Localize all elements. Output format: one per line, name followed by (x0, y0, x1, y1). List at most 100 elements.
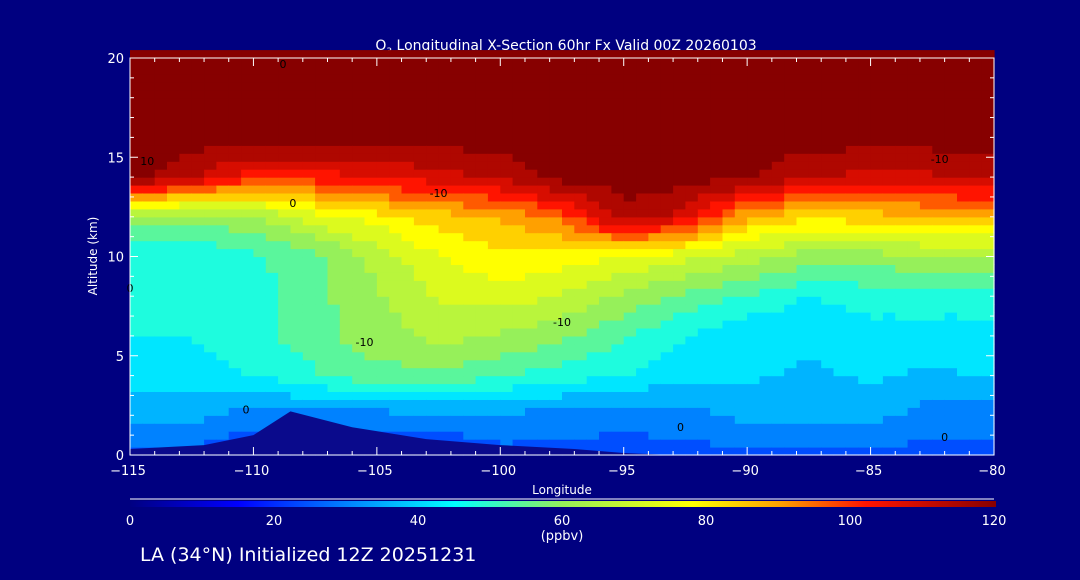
field-cell (142, 161, 156, 170)
field-cell (685, 89, 699, 99)
field-cell (747, 407, 760, 416)
field-cell (426, 81, 440, 91)
field-cell (228, 153, 242, 162)
field-cell (315, 256, 328, 265)
field-cell (808, 208, 822, 218)
field-cell (919, 73, 933, 83)
field-cell (525, 399, 538, 408)
field-cell (413, 137, 427, 146)
field-cell (969, 161, 983, 170)
field-cell (401, 240, 415, 250)
field-cell (944, 113, 958, 123)
field-cell (549, 264, 563, 273)
field-cell (204, 105, 217, 115)
field-cell (895, 81, 909, 91)
field-cell (648, 335, 662, 345)
field-cell (216, 399, 230, 408)
field-cell (537, 153, 551, 162)
field-cell (352, 121, 366, 130)
field-cell (636, 58, 649, 67)
field-cell (463, 73, 477, 83)
field-cell (290, 193, 304, 202)
field-cell (957, 359, 970, 369)
field-cell (623, 232, 637, 242)
field-cell (919, 391, 933, 400)
field-cell (142, 383, 156, 392)
field-cell (179, 335, 193, 345)
field-cell (228, 200, 242, 210)
field-cell (697, 312, 711, 321)
field-cell (599, 296, 612, 305)
field-cell (599, 351, 612, 361)
field-cell (216, 264, 230, 273)
field-cell (586, 193, 600, 202)
field-cell (537, 367, 551, 377)
field-cell (599, 359, 612, 369)
field-cell (697, 383, 711, 392)
field-cell (339, 113, 353, 123)
field-cell (179, 169, 193, 178)
field-cell (722, 81, 736, 91)
field-cell (858, 137, 872, 146)
field-cell (710, 89, 723, 99)
field-cell (944, 177, 958, 186)
field-cell (389, 240, 403, 250)
field-cell (759, 415, 773, 424)
field-cell (204, 137, 217, 146)
field-cell (599, 240, 612, 250)
field-cell (907, 304, 921, 313)
field-cell (673, 312, 686, 321)
field-cell (450, 407, 464, 416)
field-cell (352, 113, 366, 123)
field-cell (574, 296, 588, 305)
field-cell (907, 391, 921, 400)
field-cell (710, 367, 723, 377)
field-cell (154, 375, 168, 385)
field-cell (944, 423, 958, 432)
field-cell (204, 145, 217, 154)
field-cell (290, 232, 304, 242)
field-cell (487, 216, 501, 226)
field-cell (710, 105, 723, 115)
field-cell (660, 185, 674, 194)
field-cell (500, 264, 514, 273)
field-cell (253, 375, 267, 385)
field-cell (858, 431, 872, 440)
field-cell (907, 232, 921, 242)
field-cell (549, 177, 563, 186)
field-cell (697, 431, 711, 440)
field-cell (512, 391, 526, 400)
field-cell (734, 288, 748, 297)
field-cell (204, 431, 217, 440)
field-cell (944, 81, 958, 91)
field-cell (315, 312, 328, 321)
field-cell (228, 240, 242, 250)
field-cell (858, 208, 872, 218)
field-cell (660, 216, 674, 226)
field-cell (611, 97, 625, 107)
field-cell (623, 415, 637, 424)
field-cell (154, 351, 168, 361)
field-cell (796, 320, 810, 329)
field-cell (401, 208, 415, 218)
field-cell (969, 129, 983, 138)
field-cell (278, 359, 291, 369)
field-cell (870, 65, 884, 75)
field-cell (401, 383, 415, 392)
field-cell (845, 65, 859, 75)
field-cell (759, 58, 773, 67)
field-cell (907, 224, 921, 234)
field-cell (907, 200, 921, 210)
field-cell (179, 256, 193, 265)
field-cell (401, 81, 415, 91)
field-cell (475, 256, 489, 265)
field-cell (364, 351, 378, 361)
field-cell (697, 280, 711, 289)
field-cell (685, 208, 699, 218)
field-cell (167, 320, 180, 329)
field-cell (130, 169, 143, 178)
field-cell (858, 351, 872, 361)
field-cell (438, 296, 452, 305)
field-cell (167, 121, 180, 130)
field-cell (204, 423, 217, 432)
